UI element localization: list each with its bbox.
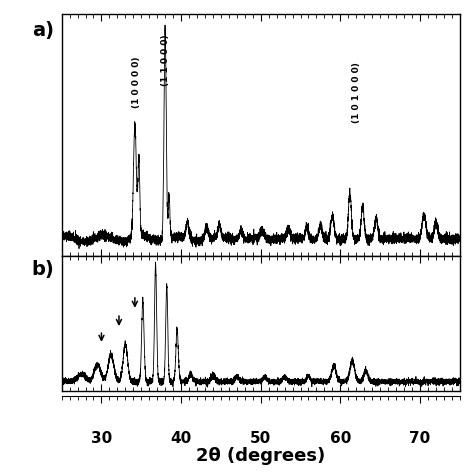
Text: (1 0 0 0 0): (1 0 0 0 0)	[132, 56, 141, 108]
Text: (1 0 1 0 0 0): (1 0 1 0 0 0)	[352, 62, 361, 123]
Text: b): b)	[31, 260, 54, 279]
Text: 2θ (degrees): 2θ (degrees)	[196, 447, 325, 465]
Text: (1 1 0 0 0): (1 1 0 0 0)	[162, 35, 171, 86]
Text: a): a)	[32, 21, 54, 40]
